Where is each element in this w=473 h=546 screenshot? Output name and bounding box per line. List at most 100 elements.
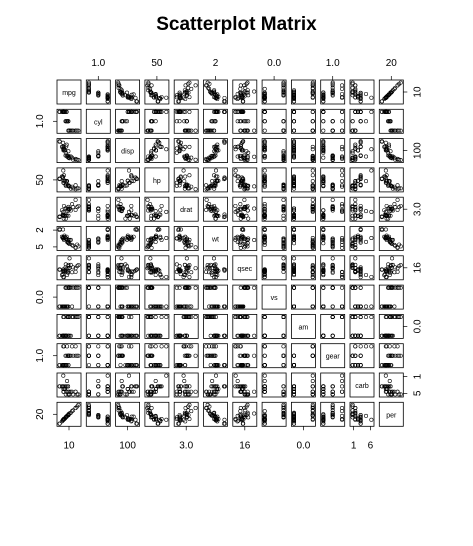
data-point [183,245,188,250]
data-point [353,234,358,239]
panel-vs-vs-cyl [85,284,111,310]
data-point [235,174,240,179]
data-point [156,214,161,219]
panel-frame [203,108,228,134]
data-point [126,344,131,349]
data-point [129,315,134,320]
data-point [183,344,188,349]
panel-qsec-vs-am [290,255,316,281]
data-point [212,186,217,191]
data-point [68,208,73,213]
data-point [86,88,91,93]
data-point [184,128,189,133]
data-point [281,80,286,85]
data-point [86,363,91,368]
data-point [149,155,154,160]
data-point [397,285,402,290]
data-point [388,128,393,133]
panel-frame [290,226,316,251]
panel-frame [203,343,228,369]
data-point [239,234,244,239]
panel-frame [173,167,199,193]
data-point [96,239,101,244]
data-point [353,155,358,160]
data-point [105,97,110,102]
data-point [187,95,192,100]
panel-frame [261,255,287,281]
data-point [189,128,194,133]
data-point [382,109,387,114]
data-point [126,95,131,100]
data-point [353,204,358,209]
data-point [204,207,209,212]
data-point [242,155,247,160]
data-point [193,83,198,88]
data-point [358,304,363,309]
data-point [281,392,286,397]
panel-frame [349,226,375,251]
data-point [215,142,220,147]
panel-qsec-vs-qsec: qsec [232,255,258,281]
panel-frame [144,167,170,193]
data-point [222,268,227,273]
data-point [146,237,151,242]
data-point [353,156,358,161]
data-point [116,408,121,413]
data-point [86,239,91,244]
data-point [379,227,384,232]
data-point [383,168,388,173]
panel-per-vs-drat [173,401,199,427]
data-point [340,236,345,241]
data-point [340,128,345,133]
data-point [119,179,124,184]
data-point [398,80,403,85]
panel-frame [378,167,404,193]
data-point [215,92,220,97]
data-point [262,242,267,247]
data-point [233,315,238,320]
data-point [379,176,384,181]
data-point [156,99,161,104]
data-point [292,262,297,267]
tick-label-right-drat: 3.0 [412,202,423,216]
data-point [210,389,215,394]
data-point [86,241,91,246]
data-point [68,128,73,133]
data-point [353,315,358,320]
data-point [105,227,110,232]
data-point [330,245,335,250]
panel-frame [56,138,82,164]
data-point [233,147,238,152]
data-point [204,315,209,320]
data-point [389,392,394,397]
data-point [386,333,391,338]
data-point [245,353,250,358]
data-point [176,139,181,144]
data-point [153,378,158,383]
panel-carb-vs-wt [203,372,228,398]
data-point [61,236,66,241]
data-point [321,234,326,239]
data-point [233,417,238,422]
data-point [243,157,248,162]
diagonal-label-carb: carb [355,383,369,390]
panel-cyl-vs-drat [173,108,199,134]
data-point [235,384,240,389]
panel-frame [232,226,258,251]
data-point [350,80,355,85]
data-point [158,419,163,424]
panel-hp-vs-vs [261,167,287,193]
data-point [262,97,267,102]
data-point [126,417,131,422]
panel-frame [232,108,258,134]
data-point [281,245,286,250]
data-point [310,95,315,100]
data-point [159,109,164,114]
data-point [210,344,215,349]
data-point [116,197,121,202]
data-point [158,273,163,278]
data-point [233,95,238,100]
data-point [239,213,244,218]
data-point [393,285,398,290]
data-point [120,384,125,389]
